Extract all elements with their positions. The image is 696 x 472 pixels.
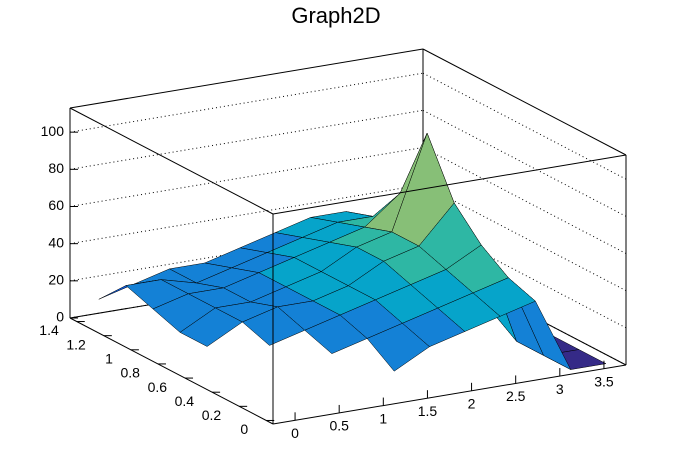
z-tick-label: 40	[48, 234, 64, 250]
grid-line	[422, 72, 627, 180]
x-tick-label: 0.5	[329, 418, 349, 434]
y-tick-label: 0.2	[202, 407, 222, 423]
box-edge	[69, 107, 274, 215]
y-tick-label: 0.4	[175, 393, 195, 409]
box-edge	[69, 48, 424, 109]
surface-cell	[179, 307, 243, 347]
box-edge	[69, 317, 274, 425]
x-tick-label: 3.5	[594, 373, 614, 389]
y-tick-label: 1.4	[39, 322, 59, 338]
y-tick-label: 0	[240, 421, 248, 437]
y-tick-label: 0.8	[120, 365, 140, 381]
y-tick-label: 1	[105, 351, 113, 367]
box-edge	[422, 48, 627, 156]
box-edge	[272, 364, 627, 425]
chart-title: Graph2D	[291, 3, 380, 28]
x-tick-label: 1.5	[418, 403, 438, 419]
x-tick-label: 2	[468, 396, 476, 412]
x-tick-label: 2.5	[506, 388, 526, 404]
z-tick-label: 60	[48, 197, 64, 213]
x-tick-label: 3	[556, 381, 564, 397]
x-tick-label: 0	[291, 425, 299, 441]
box-edge	[272, 154, 627, 215]
surface-cell	[366, 323, 430, 372]
grid-line	[69, 72, 424, 133]
z-tick-label: 0	[56, 309, 64, 325]
surface-cell	[304, 314, 368, 354]
y-tick-label: 0.6	[148, 379, 168, 395]
x-tick-label: 1	[379, 410, 387, 426]
z-tick-label: 100	[41, 123, 65, 139]
grid-line	[69, 109, 424, 170]
z-tick-label: 20	[48, 272, 64, 288]
surface-cell	[241, 306, 306, 346]
y-tick-label: 1.2	[66, 336, 86, 352]
z-tick-label: 80	[48, 160, 64, 176]
